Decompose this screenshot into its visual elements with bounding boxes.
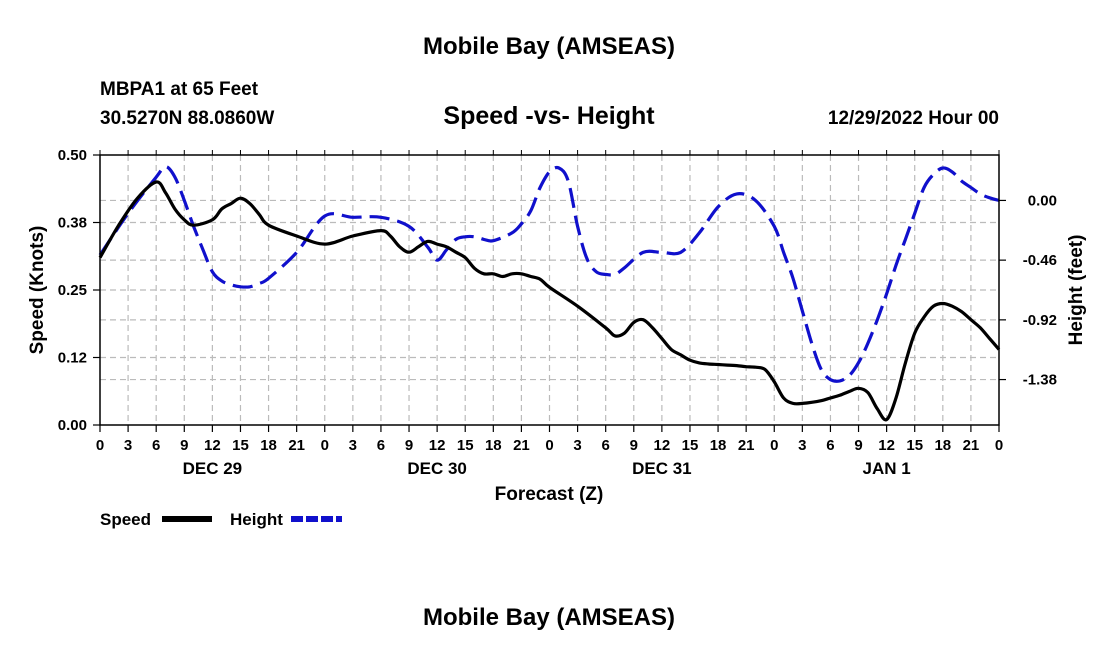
x-tick-label: 15 — [906, 437, 923, 454]
x-tick-label: 0 — [545, 437, 553, 454]
y2-tick-label: -0.92 — [1023, 312, 1057, 329]
station-coordinates: 30.5270N 88.0860W — [100, 108, 274, 129]
page-title: Mobile Bay (AMSEAS) — [423, 33, 675, 60]
x-tick-label: 12 — [654, 437, 671, 454]
x-tick-label: 15 — [232, 437, 249, 454]
x-tick-label: 6 — [377, 437, 385, 454]
y-tick-label: 0.25 — [58, 282, 87, 299]
x-tick-label: 21 — [513, 437, 530, 454]
y2-axis-title: Height (feet) — [1066, 235, 1087, 346]
y-tick-label: 0.00 — [58, 417, 87, 434]
x-tick-label: 21 — [963, 437, 980, 454]
day-label: DEC 30 — [407, 459, 467, 478]
x-tick-label: 12 — [429, 437, 446, 454]
legend-label-speed: Speed — [100, 510, 151, 529]
x-tick-label: 9 — [630, 437, 638, 454]
x-tick-label: 15 — [682, 437, 699, 454]
x-tick-label: 12 — [878, 437, 895, 454]
x-tick-label: 18 — [710, 437, 727, 454]
axis-layer: 0 3 6 9 12 15 18 21 0 3 6 9 12 15 18 21 0 3 6 9 12 15 18 21 0 3 6 9… — [58, 147, 1057, 478]
day-label: DEC 29 — [183, 459, 243, 478]
series-line-height — [98, 165, 1000, 383]
x-tick-label: 18 — [260, 437, 277, 454]
x-tick-label: 0 — [321, 437, 329, 454]
x-tick-label: 6 — [826, 437, 834, 454]
series-layer — [98, 165, 1001, 422]
x-tick-label: 0 — [995, 437, 1003, 454]
day-label: DEC 31 — [632, 459, 692, 478]
x-tick-label: 6 — [602, 437, 610, 454]
y-axis-title: Speed (Knots) — [27, 226, 48, 355]
grid-layer — [100, 155, 999, 425]
y2-tick-label: -1.38 — [1023, 372, 1057, 389]
x-axis-title: Forecast (Z) — [495, 484, 604, 505]
x-tick-label: 15 — [457, 437, 474, 454]
y-tick-label: 0.38 — [58, 215, 87, 232]
series-line-speed — [98, 180, 1001, 422]
y-tick-label: 0.50 — [58, 147, 87, 164]
legend-label-height: Height — [230, 510, 283, 529]
y2-tick-label: -0.46 — [1023, 252, 1057, 269]
x-tick-label: 9 — [180, 437, 188, 454]
x-tick-label: 0 — [96, 437, 104, 454]
x-tick-label: 21 — [738, 437, 755, 454]
x-tick-label: 6 — [152, 437, 160, 454]
chart-title: Speed -vs- Height — [443, 102, 655, 130]
run-time: 12/29/2022 Hour 00 — [828, 108, 999, 129]
x-tick-label: 12 — [204, 437, 221, 454]
x-tick-label: 0 — [770, 437, 778, 454]
x-tick-label: 21 — [288, 437, 305, 454]
footer-title: Mobile Bay (AMSEAS) — [423, 604, 675, 631]
legend: Speed Height — [100, 510, 342, 529]
station-label: MBPA1 at 65 Feet — [100, 79, 259, 100]
x-tick-label: 3 — [798, 437, 806, 454]
x-tick-label: 9 — [405, 437, 413, 454]
x-tick-label: 3 — [124, 437, 132, 454]
x-tick-label: 3 — [349, 437, 357, 454]
y2-tick-label: 0.00 — [1028, 192, 1057, 209]
x-tick-label: 9 — [854, 437, 862, 454]
x-tick-label: 3 — [573, 437, 581, 454]
day-label: JAN 1 — [863, 459, 911, 478]
x-tick-label: 18 — [485, 437, 502, 454]
x-tick-label: 18 — [934, 437, 951, 454]
y-tick-label: 0.12 — [58, 350, 87, 367]
